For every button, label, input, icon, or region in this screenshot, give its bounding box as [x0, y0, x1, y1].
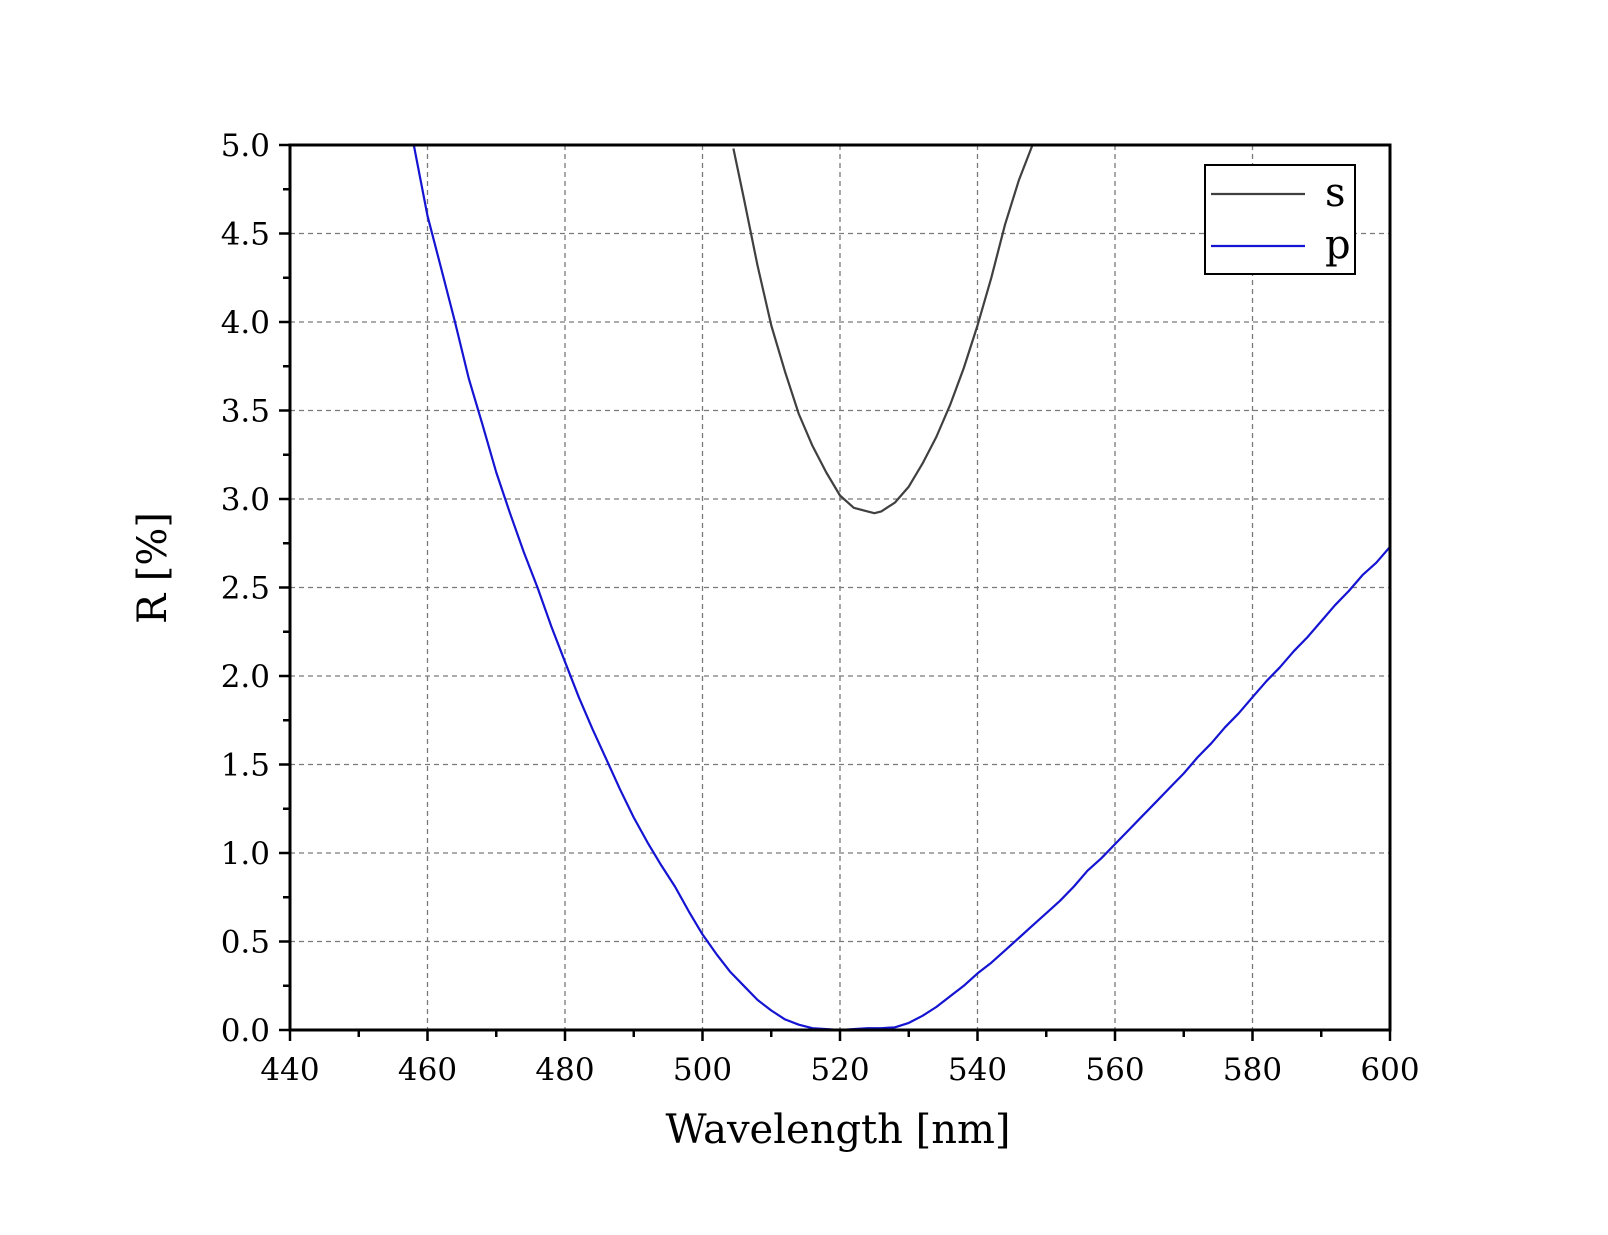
y-tick-label: 2.0 [221, 659, 270, 695]
y-tick-label: 3.5 [221, 394, 270, 430]
y-tick-label: 4.0 [221, 305, 270, 341]
legend-box [1204, 164, 1356, 275]
x-tick-label: 540 [948, 1052, 1007, 1088]
legend-label-p: p [1325, 222, 1351, 268]
x-tick-label: 520 [810, 1052, 869, 1088]
series-lines [412, 145, 1390, 1030]
ticks [279, 143, 1392, 1041]
y-tick-label: 5.0 [221, 128, 270, 164]
y-tick-label: 1.0 [221, 836, 270, 872]
x-tick-label: 560 [1085, 1052, 1144, 1088]
series-line-s [732, 145, 1034, 515]
tick-labels: 440 460 480 500 520 540 560 580 600 0.0 0.5 1.0 1.5 2… [221, 128, 1420, 1088]
x-tick-label: 480 [535, 1052, 594, 1088]
x-tick-label: 440 [260, 1052, 319, 1088]
y-axis-label: R [%] [130, 512, 176, 624]
series-line-p [412, 145, 1390, 1030]
grid-lines [290, 145, 1390, 1030]
y-tick-label: 3.0 [221, 482, 270, 518]
legend: sp [1204, 164, 1356, 275]
legend-label-s: s [1325, 170, 1346, 216]
x-tick-label: 500 [673, 1052, 732, 1088]
x-tick-label: 600 [1360, 1052, 1419, 1088]
y-tick-label: 4.5 [221, 217, 270, 253]
x-tick-label: 460 [398, 1052, 457, 1088]
y-tick-label: 2.5 [221, 571, 270, 607]
y-tick-label: 0.0 [221, 1013, 270, 1049]
x-tick-label: 580 [1223, 1052, 1282, 1088]
x-axis-label: Wavelength [nm] [665, 1107, 1010, 1153]
y-tick-label: 1.5 [221, 748, 270, 784]
y-tick-label: 0.5 [221, 925, 270, 961]
